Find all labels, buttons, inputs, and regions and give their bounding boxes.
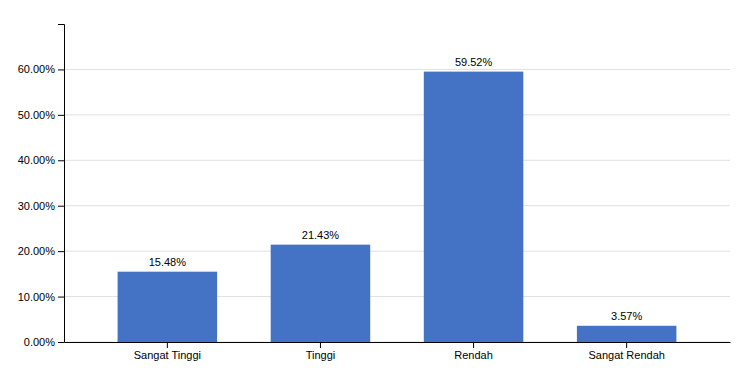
y-tick: 0.00% (24, 336, 64, 348)
grid-line (64, 251, 730, 252)
grid-line (64, 205, 730, 206)
x-tick-label: Rendah (454, 349, 493, 361)
x-tick-mark (320, 342, 321, 348)
x-tick-label: Sangat Tinggi (134, 349, 201, 361)
y-tick: 50.00% (18, 109, 64, 121)
x-tick: Sangat Tinggi (134, 342, 201, 361)
y-tick-label: 10.00% (18, 291, 56, 303)
y-tick: 40.00% (18, 154, 64, 166)
y-tick-label: 20.00% (18, 245, 56, 257)
grid-line (64, 69, 730, 70)
y-tick: 30.00% (18, 200, 64, 212)
data-labels: 15.48% 21.43% 59.52% 3.57% (149, 56, 643, 322)
grid (64, 69, 730, 342)
data-label: 59.52% (455, 56, 493, 68)
y-tick-label: 50.00% (18, 109, 56, 121)
y-tick-mark (58, 206, 64, 207)
x-tick-label: Sangat Rendah (588, 349, 664, 361)
chart-svg: 0.00% 10.00% 20.00% 30.00% 40.00% 50.00% 60.00… (0, 0, 754, 378)
data-label: 3.57% (611, 310, 642, 322)
grid-line (64, 160, 730, 161)
y-tick-mark (58, 342, 64, 343)
x-tick-label: Tinggi (306, 349, 336, 361)
bar (577, 326, 677, 342)
y-tick-mark (58, 160, 64, 161)
x-tick-mark (626, 342, 627, 348)
y-tick-label: 30.00% (18, 200, 56, 212)
x-axis-line (65, 342, 731, 343)
data-label: 15.48% (149, 256, 187, 268)
plot: 0.00% 10.00% 20.00% 30.00% 40.00% 50.00% 60.00… (18, 25, 731, 361)
grid-line (64, 114, 730, 115)
bars (118, 72, 677, 342)
y-tick-label: 0.00% (24, 336, 55, 348)
y-tick-mark (58, 297, 64, 298)
x-tick-mark (473, 342, 474, 348)
y-axis: 0.00% 10.00% 20.00% 30.00% 40.00% 50.00% 60.00… (18, 25, 65, 349)
y-tick-label: 60.00% (18, 63, 56, 75)
bar (424, 72, 524, 342)
y-axis-line (58, 25, 65, 343)
y-tick: 60.00% (18, 63, 64, 75)
y-tick: 10.00% (18, 291, 64, 303)
x-tick: Sangat Rendah (588, 342, 664, 361)
data-label: 21.43% (302, 229, 340, 241)
bar (271, 245, 371, 342)
y-tick-mark (58, 115, 64, 116)
y-tick: 20.00% (18, 245, 64, 257)
x-tick: Tinggi (306, 342, 336, 361)
x-tick-mark (167, 342, 168, 348)
chart-container: 0.00% 10.00% 20.00% 30.00% 40.00% 50.00% 60.00… (0, 0, 754, 378)
bar (118, 272, 218, 342)
y-tick-mark (58, 251, 64, 252)
y-tick-mark (58, 69, 64, 70)
x-axis: Sangat Tinggi Tinggi Rendah Sangat Rendah (65, 342, 731, 361)
y-tick-label: 40.00% (18, 154, 56, 166)
x-tick: Rendah (454, 342, 493, 361)
